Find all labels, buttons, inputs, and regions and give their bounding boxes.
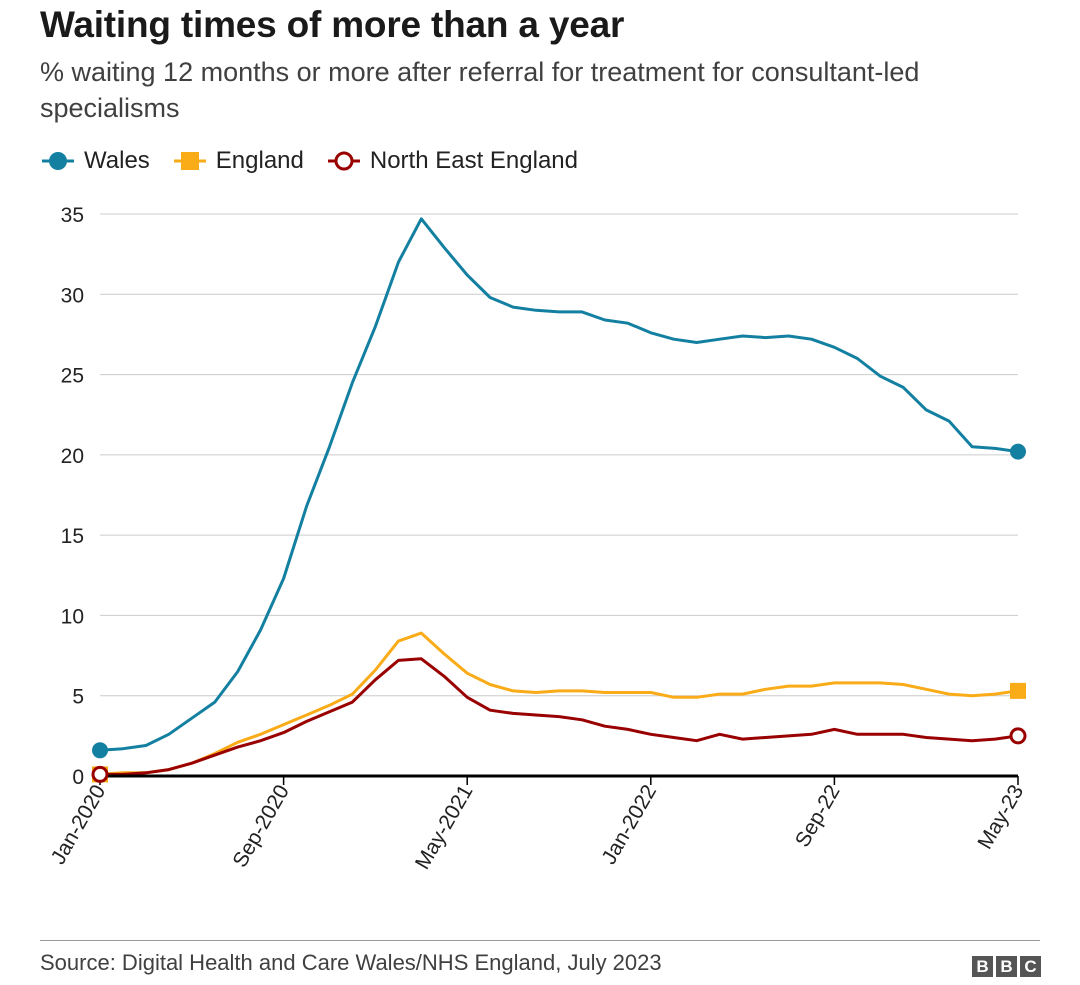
north-east-england-first-point [91, 765, 109, 783]
x-tick-label: May-2021 [411, 781, 478, 873]
source-note: Source: Digital Health and Care Wales/NH… [40, 950, 662, 975]
legend-item-england: England [172, 147, 304, 175]
y-tick-label: 10 [61, 605, 84, 628]
series-line-england [98, 631, 1020, 776]
x-tick-label: Sep-2020 [228, 781, 293, 871]
y-tick-label: 0 [72, 766, 84, 789]
wales-marker-icon [42, 152, 74, 170]
footer-divider [40, 940, 1040, 941]
y-tick-label: 5 [72, 686, 84, 709]
y-tick-label: 15 [61, 525, 84, 548]
x-tick-label: Jan-2022 [597, 781, 661, 868]
chart-subtitle: % waiting 12 months or more after referr… [40, 57, 920, 123]
england-marker-icon [173, 152, 206, 170]
wales-first-point [92, 742, 108, 759]
north-east-england-last-point [1009, 727, 1027, 745]
y-tick-label: 25 [61, 365, 84, 388]
line-chart: 0 5 10 15 20 25 30 35 Jan-2020 Sep-2020 May-2021 J… [47, 204, 1029, 873]
x-tick-label: May-23 [973, 781, 1028, 853]
y-tick-label: 30 [61, 284, 84, 307]
bbc-logo: B B C [969, 956, 1041, 977]
x-tick-label: Sep-22 [791, 781, 845, 851]
bbc-logo-letter: B [996, 956, 1017, 977]
legend-item-north-east-england: North East England [326, 147, 578, 175]
bbc-logo-letter: B [972, 956, 993, 977]
legend: Wales England North East England [40, 146, 600, 176]
north-east-england-marker-icon [327, 151, 360, 171]
chart-title: Waiting times of more than a year [40, 4, 625, 45]
x-tick-label: Jan-2020 [47, 781, 111, 868]
legend-label-england: England [215, 147, 304, 174]
bbc-logo-letter: C [1020, 956, 1041, 977]
legend-label-wales: Wales [84, 147, 150, 174]
series-line-north-east-england [98, 657, 1020, 776]
england-last-point [1010, 682, 1026, 699]
y-tick-label: 20 [61, 445, 84, 468]
series-line-wales [98, 217, 1020, 752]
y-tick-label: 35 [61, 204, 84, 227]
legend-item-wales: Wales [40, 147, 150, 175]
wales-last-point [1010, 443, 1026, 460]
legend-label-north-east-england: North East England [369, 147, 578, 174]
